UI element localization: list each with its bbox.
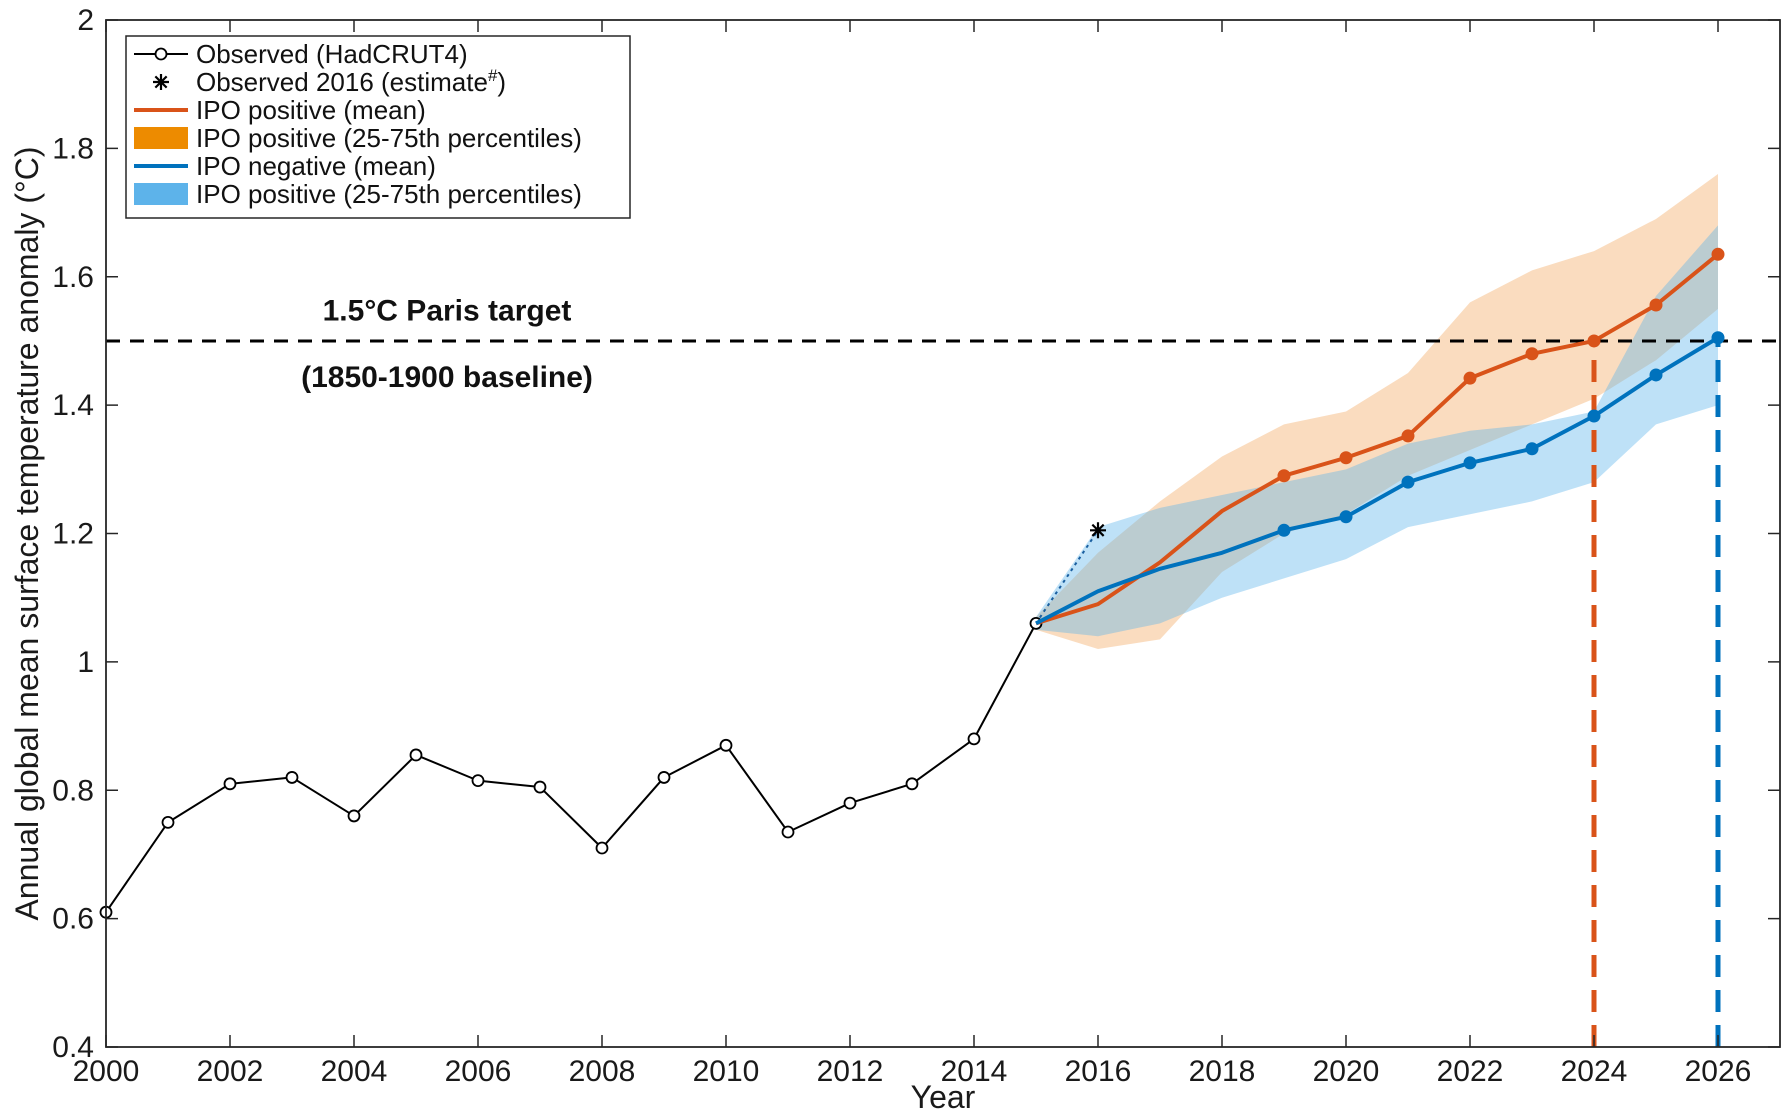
legend-item: IPO positive (25-75th percentiles) xyxy=(134,123,582,153)
estimate-connector xyxy=(1035,529,1099,624)
x-tick-label: 2014 xyxy=(941,1055,1008,1088)
x-tick-label: 2004 xyxy=(321,1055,388,1088)
observed-point xyxy=(719,738,733,752)
observed-point xyxy=(905,777,919,791)
legend: Observed (HadCRUT4)Observed 2016 (estima… xyxy=(125,35,631,219)
ipo-positive-point xyxy=(1401,429,1415,443)
observed-point xyxy=(285,771,299,784)
y-tick-label: 1.4 xyxy=(52,389,94,422)
legend-label-text: Observed (HadCRUT4) xyxy=(196,39,468,69)
ipo-positive-point xyxy=(1277,469,1291,483)
legend-label-text: IPO negative (mean) xyxy=(196,151,436,181)
ipo-negative-point xyxy=(1649,368,1663,382)
x-tick-label: 2012 xyxy=(817,1055,884,1088)
baseline-label: (1850-1900 baseline) xyxy=(301,361,593,394)
band-0 xyxy=(1036,174,1718,650)
paris-target-label: 1.5°C Paris target xyxy=(323,295,572,328)
ipo-negative-point xyxy=(1525,442,1539,456)
legend-label: IPO positive (25-75th percentiles) xyxy=(196,179,582,209)
legend-label-text: IPO positive (mean) xyxy=(196,95,426,125)
x-tick-label: 2006 xyxy=(445,1055,512,1088)
series-layer xyxy=(99,247,1725,919)
y-tick-label: 1.2 xyxy=(52,518,94,551)
legend-label: IPO positive (mean) xyxy=(196,95,426,125)
legend-item: Observed (HadCRUT4) xyxy=(134,39,468,69)
observed-point xyxy=(223,777,237,791)
ipo-positive-mean-line xyxy=(1035,252,1720,626)
legend-label: Observed 2016 (estimate#) xyxy=(196,66,506,97)
ipo-negative-mean-line xyxy=(1035,336,1720,626)
legend-item: IPO positive (25-75th percentiles) xyxy=(134,179,582,209)
annotations-layer: 1.5°C Paris target (1850-1900 baseline) xyxy=(301,295,593,394)
ipo-negative-point xyxy=(1339,510,1353,524)
observed-point xyxy=(781,825,795,839)
x-tick-label: 2000 xyxy=(73,1055,140,1088)
legend-label: IPO negative (mean) xyxy=(196,151,436,181)
legend-label: Observed (HadCRUT4) xyxy=(196,39,468,69)
legend-label-text: Observed 2016 (estimate xyxy=(196,67,488,97)
y-axis-title: Annual global mean surface temperature a… xyxy=(9,146,45,920)
x-tick-label: 2020 xyxy=(1313,1055,1380,1088)
y-tick-label: 2 xyxy=(77,4,94,37)
x-tick-label: 2024 xyxy=(1561,1055,1628,1088)
ipo-positive-point xyxy=(1649,298,1663,312)
observed-point xyxy=(657,771,671,784)
y-tick-label: 1.8 xyxy=(52,132,94,165)
observed-point xyxy=(161,815,175,829)
legend-swatch-marker xyxy=(154,47,168,61)
observed-line xyxy=(105,622,1037,913)
observed-point xyxy=(967,732,981,746)
y-tick-label: 0.8 xyxy=(52,774,94,807)
ipo-negative-point xyxy=(1711,331,1725,345)
legend-label-text: IPO positive (25-75th percentiles) xyxy=(196,179,582,209)
ipo-negative-point xyxy=(1463,456,1477,470)
observed-point xyxy=(409,748,423,762)
ipo-negative-point xyxy=(1587,409,1601,423)
x-tick-label: 2016 xyxy=(1065,1055,1132,1088)
ipo-positive-point xyxy=(1463,371,1477,385)
y-tick-label: 0.4 xyxy=(52,1031,94,1064)
ipo-positive-point xyxy=(1525,347,1539,361)
axes-layer: 2000 2002 2004 2006 2008 2010 2012 2014 2016 2018… xyxy=(9,4,1781,1115)
band-1 xyxy=(1036,225,1718,637)
observed-point xyxy=(595,841,609,855)
y-tick-label: 1 xyxy=(77,646,94,679)
legend-item: Observed 2016 (estimate#) xyxy=(153,66,506,97)
observed-point xyxy=(471,774,485,788)
legend-swatch-patch xyxy=(134,127,188,149)
legend-label-superscript: # xyxy=(488,66,498,85)
ipo-positive-point xyxy=(1587,334,1601,348)
y-tick-label: 0.6 xyxy=(52,903,94,936)
ipo-negative-point xyxy=(1277,523,1291,537)
ipo-negative-point xyxy=(1401,475,1415,489)
legend-label: IPO positive (25-75th percentiles) xyxy=(196,123,582,153)
observed-point xyxy=(533,780,547,794)
legend-swatch-patch xyxy=(134,183,188,205)
legend-label-suffix: ) xyxy=(497,67,506,97)
y-tick-label: 1.6 xyxy=(52,261,94,294)
x-tick-label: 2026 xyxy=(1685,1055,1752,1088)
x-tick-label: 2018 xyxy=(1189,1055,1256,1088)
x-tick-label: 2010 xyxy=(693,1055,760,1088)
legend-label-text: IPO positive (25-75th percentiles) xyxy=(196,123,582,153)
ipo-positive-point xyxy=(1711,247,1725,261)
observed-point xyxy=(843,796,857,810)
ipo-positive-point xyxy=(1339,451,1353,465)
observed-2016-estimate-marker xyxy=(1090,522,1106,539)
x-tick-label: 2002 xyxy=(197,1055,264,1088)
x-axis-title: Year xyxy=(911,1079,976,1115)
observed-point xyxy=(347,809,361,823)
x-tick-label: 2022 xyxy=(1437,1055,1504,1088)
legend-item: IPO negative (mean) xyxy=(134,151,436,181)
legend-box xyxy=(125,35,631,219)
reference-lines-layer xyxy=(106,339,1780,1047)
bands-layer xyxy=(1036,174,1718,650)
legend-swatch-star xyxy=(153,74,169,90)
x-tick-label: 2008 xyxy=(569,1055,636,1088)
legend-item: IPO positive (mean) xyxy=(134,95,426,125)
